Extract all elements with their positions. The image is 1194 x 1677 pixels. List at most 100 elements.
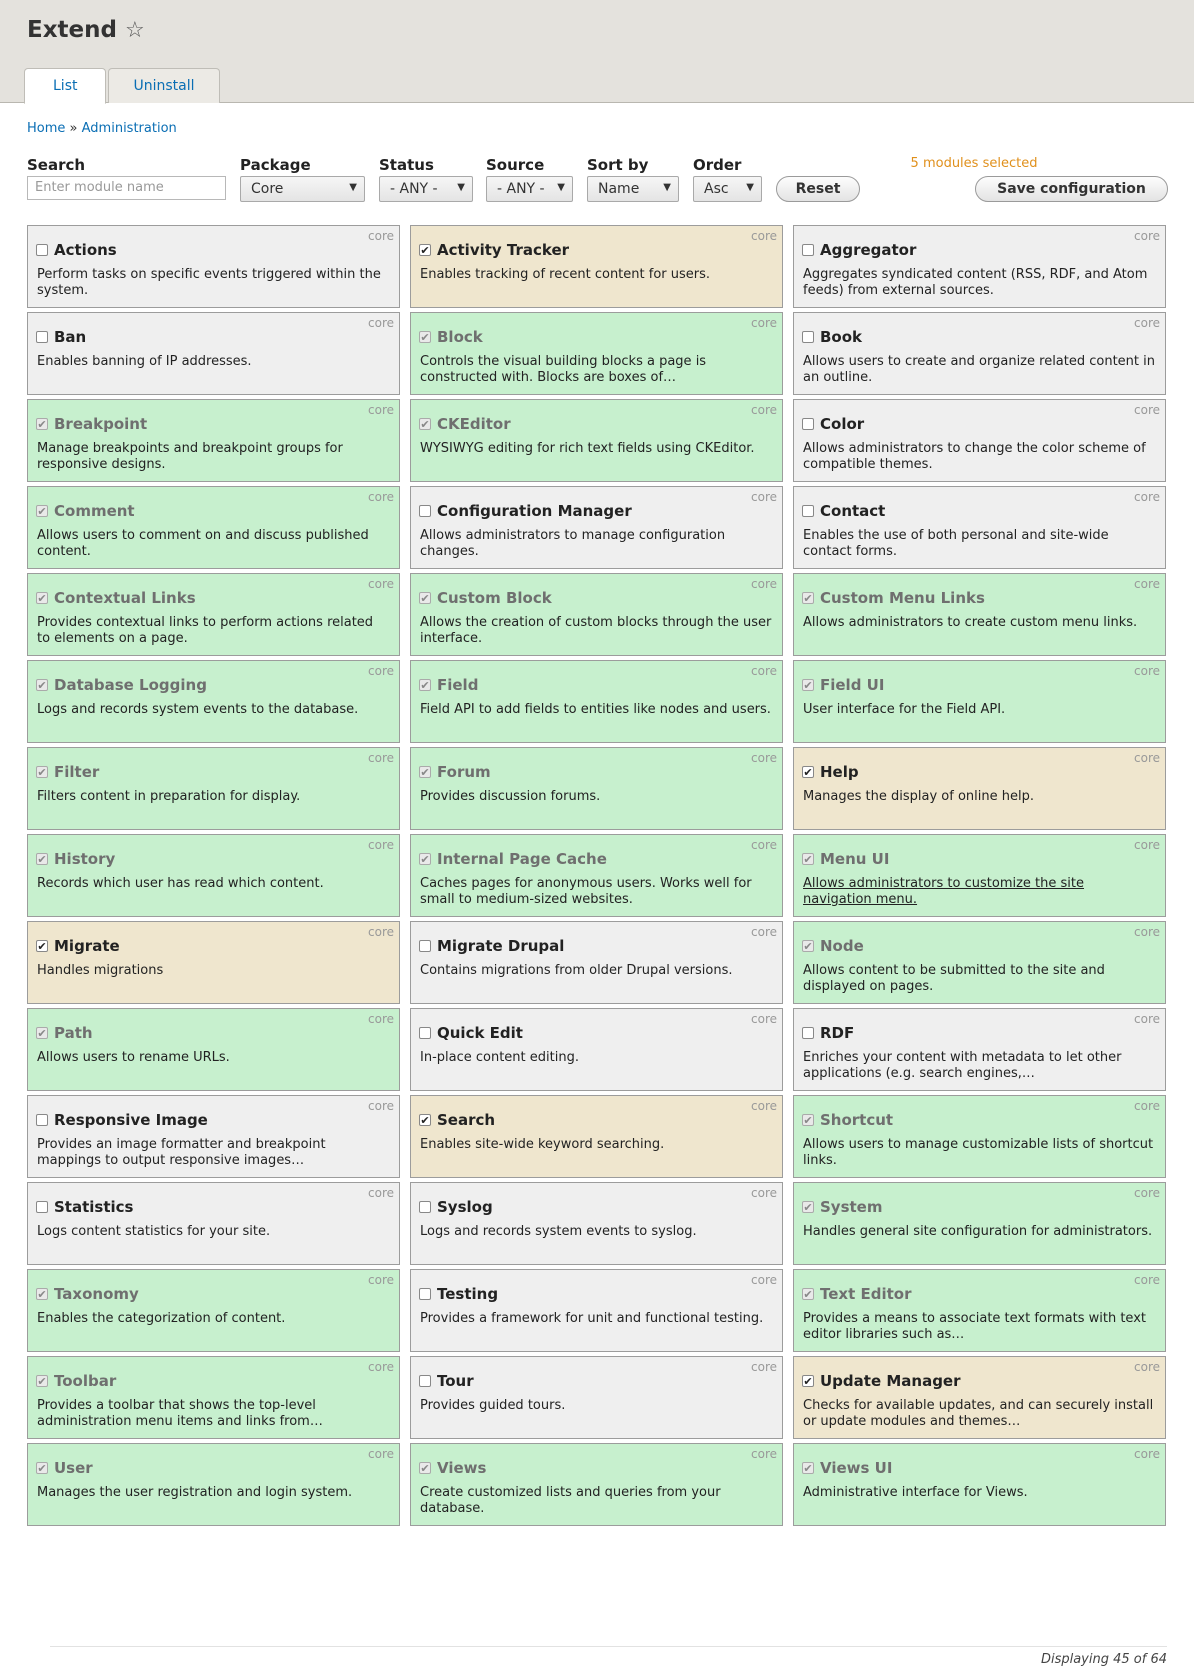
- module-name[interactable]: Block: [437, 328, 483, 346]
- module-name[interactable]: Menu UI: [820, 850, 890, 868]
- module-name[interactable]: Ban: [54, 328, 87, 346]
- module-name[interactable]: Filter: [54, 763, 100, 781]
- module-checkbox[interactable]: [419, 1375, 431, 1387]
- module-checkbox[interactable]: [419, 505, 431, 517]
- breadcrumb-administration-link[interactable]: Administration: [81, 121, 177, 136]
- module-name[interactable]: RDF: [820, 1024, 855, 1042]
- status-label: Status: [379, 156, 434, 174]
- module-checkbox[interactable]: [419, 1288, 431, 1300]
- module-name[interactable]: Actions: [54, 241, 117, 259]
- module-name[interactable]: Migrate: [54, 937, 120, 955]
- module-name[interactable]: System: [820, 1198, 883, 1216]
- module-name[interactable]: Contact: [820, 502, 886, 520]
- package-tag: core: [1134, 1447, 1160, 1461]
- tab-uninstall[interactable]: Uninstall: [108, 68, 220, 103]
- package-tag: core: [1134, 925, 1160, 939]
- module-name[interactable]: Update Manager: [820, 1372, 961, 1390]
- module-name[interactable]: Shortcut: [820, 1111, 894, 1129]
- module-name[interactable]: Syslog: [437, 1198, 493, 1216]
- module-name[interactable]: Text Editor: [820, 1285, 912, 1303]
- module-name[interactable]: Forum: [437, 763, 491, 781]
- module-card: core Migrate Drupal Contains migrations fr…: [410, 921, 783, 1004]
- module-checkbox[interactable]: [419, 940, 431, 952]
- module-name[interactable]: Migrate Drupal: [437, 937, 565, 955]
- module-name[interactable]: Database Logging: [54, 676, 207, 694]
- module-name[interactable]: Aggregator: [820, 241, 917, 259]
- module-description: Allows users to rename URLs.: [37, 1050, 230, 1065]
- package-tag: core: [751, 1360, 777, 1374]
- module-name[interactable]: Breakpoint: [54, 415, 148, 433]
- page-title: Extend ☆: [27, 17, 145, 43]
- status-select[interactable]: - ANY - ▼: [379, 176, 473, 202]
- module-header: Configuration Manager: [419, 502, 632, 520]
- module-name[interactable]: Internal Page Cache: [437, 850, 607, 868]
- module-checkbox: ✔: [802, 1287, 814, 1301]
- module-name[interactable]: Custom Menu Links: [820, 589, 985, 607]
- module-name[interactable]: Activity Tracker: [437, 241, 570, 259]
- module-name[interactable]: Field UI: [820, 676, 885, 694]
- module-checkbox[interactable]: ✔: [36, 939, 48, 953]
- module-checkbox[interactable]: [36, 331, 48, 343]
- module-name[interactable]: Responsive Image: [54, 1111, 208, 1129]
- module-name[interactable]: Configuration Manager: [437, 502, 632, 520]
- module-name[interactable]: Help: [820, 763, 859, 781]
- module-checkbox: ✔: [36, 504, 48, 518]
- module-name[interactable]: CKEditor: [437, 415, 511, 433]
- module-name[interactable]: Contextual Links: [54, 589, 196, 607]
- module-checkbox[interactable]: [36, 1114, 48, 1126]
- reset-button[interactable]: Reset: [776, 176, 860, 202]
- module-checkbox[interactable]: [802, 418, 814, 430]
- module-checkbox[interactable]: [802, 331, 814, 343]
- module-name[interactable]: Toolbar: [54, 1372, 117, 1390]
- module-name[interactable]: Tour: [437, 1372, 474, 1390]
- module-checkbox[interactable]: ✔: [419, 243, 431, 257]
- module-name[interactable]: Book: [820, 328, 863, 346]
- module-description: Controls the visual building blocks a pa…: [420, 354, 707, 385]
- module-header: ✔ Activity Tracker: [419, 241, 569, 259]
- module-checkbox[interactable]: ✔: [802, 765, 814, 779]
- module-description: Provides guided tours.: [420, 1398, 566, 1413]
- module-name[interactable]: User: [54, 1459, 93, 1477]
- module-name[interactable]: Path: [54, 1024, 93, 1042]
- module-description[interactable]: Allows administrators to customize the s…: [803, 876, 1085, 907]
- module-checkbox[interactable]: ✔: [802, 1374, 814, 1388]
- module-checkbox[interactable]: [419, 1027, 431, 1039]
- module-checkbox[interactable]: [419, 1201, 431, 1213]
- module-name[interactable]: Quick Edit: [437, 1024, 523, 1042]
- module-name[interactable]: Comment: [54, 502, 135, 520]
- source-select[interactable]: - ANY - ▼: [486, 176, 573, 202]
- order-select[interactable]: Asc ▼: [693, 176, 762, 202]
- module-checkbox: ✔: [36, 1461, 48, 1475]
- module-name[interactable]: Taxonomy: [54, 1285, 139, 1303]
- module-checkbox[interactable]: [36, 244, 48, 256]
- module-name[interactable]: Search: [437, 1111, 496, 1129]
- module-name[interactable]: Field: [437, 676, 479, 694]
- module-checkbox[interactable]: ✔: [419, 1113, 431, 1127]
- module-checkbox[interactable]: [802, 505, 814, 517]
- module-name[interactable]: Node: [820, 937, 864, 955]
- module-description: Manage breakpoints and breakpoint groups…: [37, 441, 343, 472]
- sortby-select-value: Name: [598, 181, 640, 197]
- module-name[interactable]: Views UI: [820, 1459, 893, 1477]
- module-checkbox[interactable]: [802, 244, 814, 256]
- module-checkbox[interactable]: [802, 1027, 814, 1039]
- breadcrumb-home-link[interactable]: Home: [27, 121, 66, 136]
- module-card: core ✔ Comment Allows users to comment on a…: [27, 486, 400, 569]
- module-header: ✔ Toolbar: [36, 1372, 116, 1390]
- module-header: Statistics: [36, 1198, 133, 1216]
- modules-selected-count: 5 modules selected: [910, 156, 1038, 171]
- sortby-select[interactable]: Name ▼: [587, 176, 679, 202]
- module-name[interactable]: Views: [437, 1459, 487, 1477]
- module-name[interactable]: History: [54, 850, 116, 868]
- module-name[interactable]: Testing: [437, 1285, 499, 1303]
- module-name[interactable]: Color: [820, 415, 865, 433]
- module-card: core ✔ Contextual Links Provides contextual…: [27, 573, 400, 656]
- star-outline-icon[interactable]: ☆: [124, 17, 145, 43]
- search-input[interactable]: Enter module name: [27, 176, 226, 200]
- tab-list[interactable]: List: [24, 68, 107, 104]
- module-checkbox[interactable]: [36, 1201, 48, 1213]
- module-name[interactable]: Statistics: [54, 1198, 134, 1216]
- package-select[interactable]: Core ▼: [240, 176, 365, 202]
- save-configuration-button[interactable]: Save configuration: [975, 176, 1168, 202]
- module-name[interactable]: Custom Block: [437, 589, 552, 607]
